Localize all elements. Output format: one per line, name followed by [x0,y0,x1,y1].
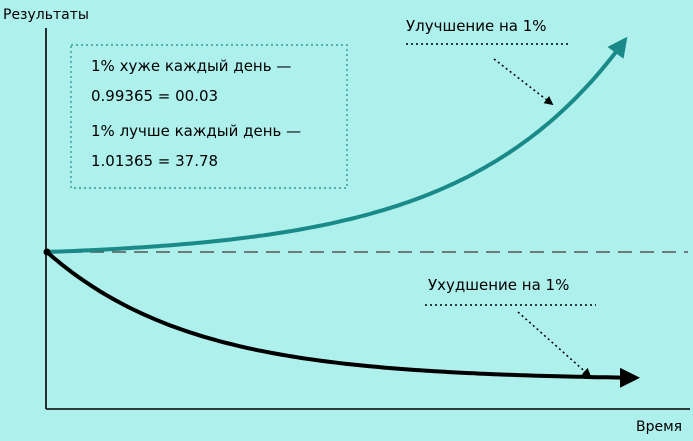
series-line-decline [45,250,640,388]
info-box-line-1: 1% хуже каждый день — [91,57,291,75]
info-box-line-3: 1% лучше каждый день — [91,122,301,140]
x-axis-title: Время [636,419,682,435]
series-start-point [43,248,51,256]
info-box [70,44,348,189]
info-box-line-2: 0.99365 = 00.03 [91,87,218,105]
info-box-line-4: 1.01365 = 37.78 [91,152,218,170]
legend-label-improvement: Улучшение на 1% [406,17,547,35]
legend-label-decline: Ухудшение на 1% [428,276,569,294]
callout-pointer-improvement [493,58,554,106]
callout-pointer-decline [517,311,592,378]
series-line-improvement [46,36,628,254]
y-axis-title: Результаты [3,7,89,23]
